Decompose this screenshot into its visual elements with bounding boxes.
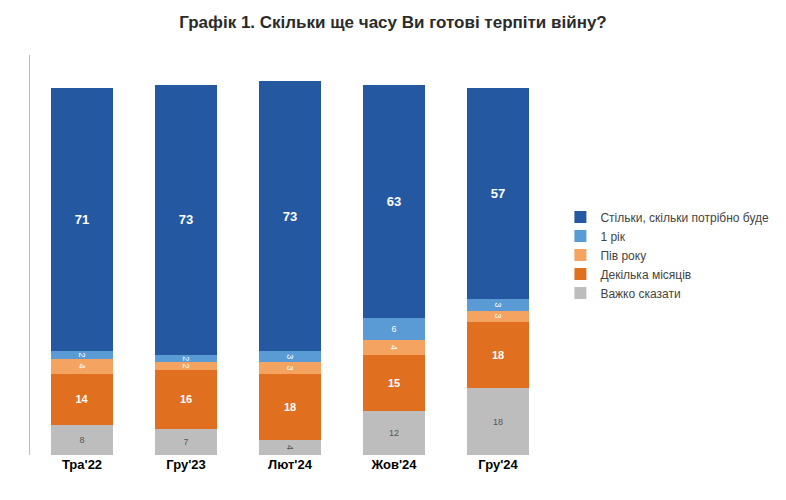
svg-text:Важко сказати: Важко сказати (600, 287, 680, 301)
svg-text:18: 18 (284, 401, 296, 413)
svg-text:6: 6 (391, 324, 396, 334)
svg-text:4: 4 (285, 445, 295, 450)
svg-text:Пів року: Пів року (600, 249, 646, 263)
svg-text:18: 18 (492, 349, 504, 361)
svg-text:63: 63 (387, 194, 401, 209)
svg-text:3: 3 (285, 365, 295, 370)
svg-text:18: 18 (493, 417, 503, 427)
svg-text:4: 4 (389, 345, 399, 350)
svg-text:8: 8 (79, 435, 84, 445)
svg-text:2: 2 (181, 364, 191, 369)
svg-text:Лют'24: Лют'24 (268, 457, 313, 472)
svg-text:73: 73 (283, 209, 297, 224)
svg-text:Графік 1. Скільки ще часу Ви г: Графік 1. Скільки ще часу Ви готові терп… (179, 13, 607, 32)
svg-text:7: 7 (183, 437, 188, 447)
svg-text:12: 12 (389, 428, 399, 438)
svg-text:Тра'22: Тра'22 (62, 457, 102, 472)
svg-text:3: 3 (493, 302, 503, 307)
svg-text:4: 4 (77, 364, 87, 369)
svg-text:57: 57 (491, 186, 505, 201)
svg-text:15: 15 (388, 377, 400, 389)
svg-text:14: 14 (75, 393, 88, 405)
svg-text:Стільки, скільки потрібно буде: Стільки, скільки потрібно буде (600, 211, 769, 225)
svg-text:73: 73 (179, 212, 193, 227)
svg-text:3: 3 (285, 354, 295, 359)
svg-text:2: 2 (181, 356, 191, 361)
svg-text:3: 3 (493, 314, 503, 319)
svg-text:2: 2 (77, 352, 87, 357)
svg-text:Гру'24: Гру'24 (478, 457, 518, 472)
svg-text:1 рік: 1 рік (600, 230, 625, 244)
svg-text:Декілька місяців: Декілька місяців (600, 268, 691, 282)
svg-text:16: 16 (180, 393, 192, 405)
svg-text:71: 71 (75, 212, 89, 227)
svg-text:Жов'24: Жов'24 (370, 457, 417, 472)
svg-text:Гру'23: Гру'23 (166, 457, 205, 472)
